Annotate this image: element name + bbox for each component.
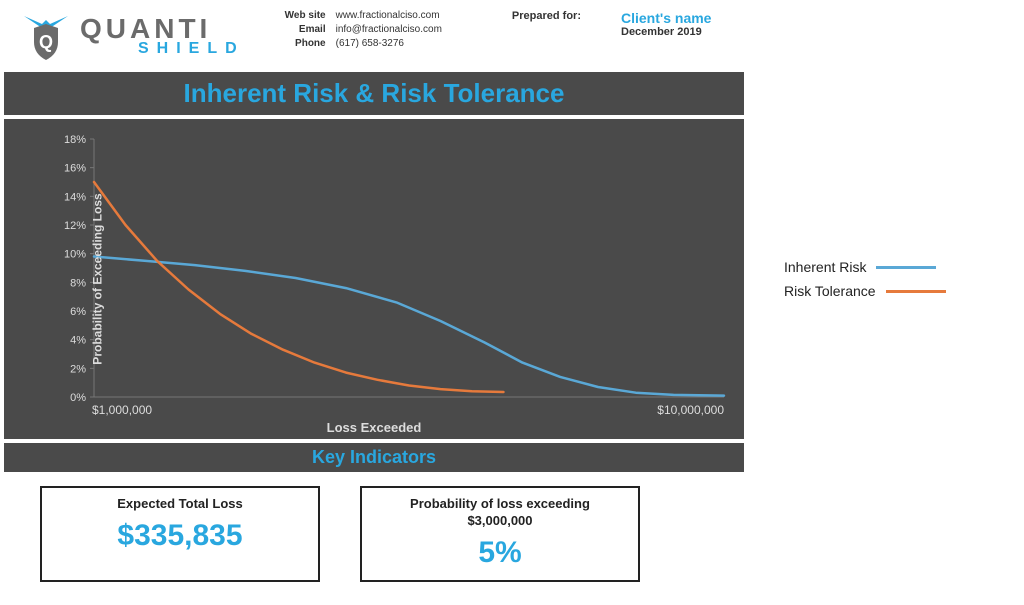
client-name: Client's name xyxy=(621,10,711,26)
indicator-value: $335,835 xyxy=(48,519,312,553)
brand-main: QUANTI xyxy=(80,15,245,43)
indicator-value: 5% xyxy=(368,536,632,570)
prepared-block: Prepared for: Client's name December 201… xyxy=(512,10,712,38)
legend-item: Risk Tolerance xyxy=(784,283,946,299)
title-bar: Inherent Risk & Risk Tolerance xyxy=(4,72,744,115)
website-label: Web site xyxy=(285,10,326,21)
svg-text:16%: 16% xyxy=(64,163,86,175)
risk-chart: Probability of Exceeding Loss 0% 2% 4% 6% 8%… xyxy=(4,119,744,439)
key-indicators-title: Key Indicators xyxy=(312,447,436,467)
prepared-label: Prepared for: xyxy=(512,10,581,38)
svg-text:Q: Q xyxy=(39,32,53,52)
svg-text:18%: 18% xyxy=(64,134,86,146)
key-indicators-bar: Key Indicators xyxy=(4,443,744,472)
report-date: December 2019 xyxy=(621,26,711,38)
svg-text:10%: 10% xyxy=(64,249,86,261)
xtick-min: $1,000,000 xyxy=(92,403,152,417)
svg-text:12%: 12% xyxy=(64,220,86,232)
contact-block: Web site www.fractionalciso.com Email in… xyxy=(285,10,442,49)
legend-label: Risk Tolerance xyxy=(784,283,876,299)
legend-swatch xyxy=(886,290,946,293)
svg-text:14%: 14% xyxy=(64,191,86,203)
svg-text:2%: 2% xyxy=(70,363,86,375)
y-axis-label: Probability of Exceeding Loss xyxy=(91,193,105,364)
xtick-max: $10,000,000 xyxy=(657,403,724,417)
svg-text:0%: 0% xyxy=(70,392,86,404)
phone-value: (617) 658-3276 xyxy=(336,38,442,49)
indicator-sub: $3,000,000 xyxy=(368,513,632,528)
email-label: Email xyxy=(285,24,326,35)
brand-logo: Q QUANTI SHIELD xyxy=(20,10,245,62)
svg-text:6%: 6% xyxy=(70,306,86,318)
x-axis-label: Loss Exceeded xyxy=(327,420,422,435)
brand-sub: SHIELD xyxy=(138,41,245,57)
svg-text:4%: 4% xyxy=(70,335,86,347)
email-value: info@fractionalciso.com xyxy=(336,24,442,35)
page-title: Inherent Risk & Risk Tolerance xyxy=(184,78,565,108)
indicator-box: Expected Total Loss $335,835 xyxy=(40,486,320,582)
chart-canvas: 0% 2% 4% 6% 8% 10% 12% 14% 16% 18% xyxy=(4,119,744,439)
phone-label: Phone xyxy=(285,38,326,49)
website-value: www.fractionalciso.com xyxy=(336,10,442,21)
indicator-box: Probability of loss exceeding $3,000,000… xyxy=(360,486,640,582)
chart-legend: Inherent Risk Risk Tolerance xyxy=(784,259,946,299)
legend-label: Inherent Risk xyxy=(784,259,866,275)
shield-icon: Q xyxy=(20,10,72,62)
indicator-label: Expected Total Loss xyxy=(48,496,312,511)
legend-swatch xyxy=(876,266,936,269)
svg-text:8%: 8% xyxy=(70,277,86,289)
key-indicators-row: Expected Total Loss $335,835 Probability… xyxy=(40,486,1024,582)
indicator-label: Probability of loss exceeding xyxy=(368,496,632,511)
legend-item: Inherent Risk xyxy=(784,259,946,275)
report-header: Q QUANTI SHIELD Web site www.fractionalc… xyxy=(0,0,1024,68)
